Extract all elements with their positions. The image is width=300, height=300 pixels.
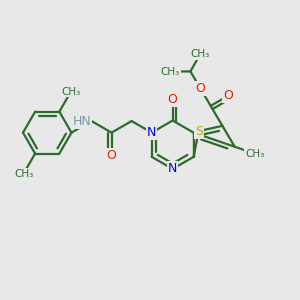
Text: CH₃: CH₃ bbox=[61, 87, 80, 97]
Text: S: S bbox=[195, 124, 203, 138]
Text: CH₃: CH₃ bbox=[14, 169, 33, 179]
Text: O: O bbox=[223, 89, 233, 102]
Text: O: O bbox=[106, 149, 116, 162]
Text: O: O bbox=[168, 93, 178, 106]
Text: CH₃: CH₃ bbox=[191, 49, 210, 59]
Text: HN: HN bbox=[73, 115, 92, 128]
Text: CH₃: CH₃ bbox=[161, 67, 180, 76]
Text: N: N bbox=[147, 126, 156, 139]
Text: N: N bbox=[168, 162, 177, 176]
Text: O: O bbox=[196, 82, 206, 95]
Text: CH₃: CH₃ bbox=[245, 148, 264, 159]
